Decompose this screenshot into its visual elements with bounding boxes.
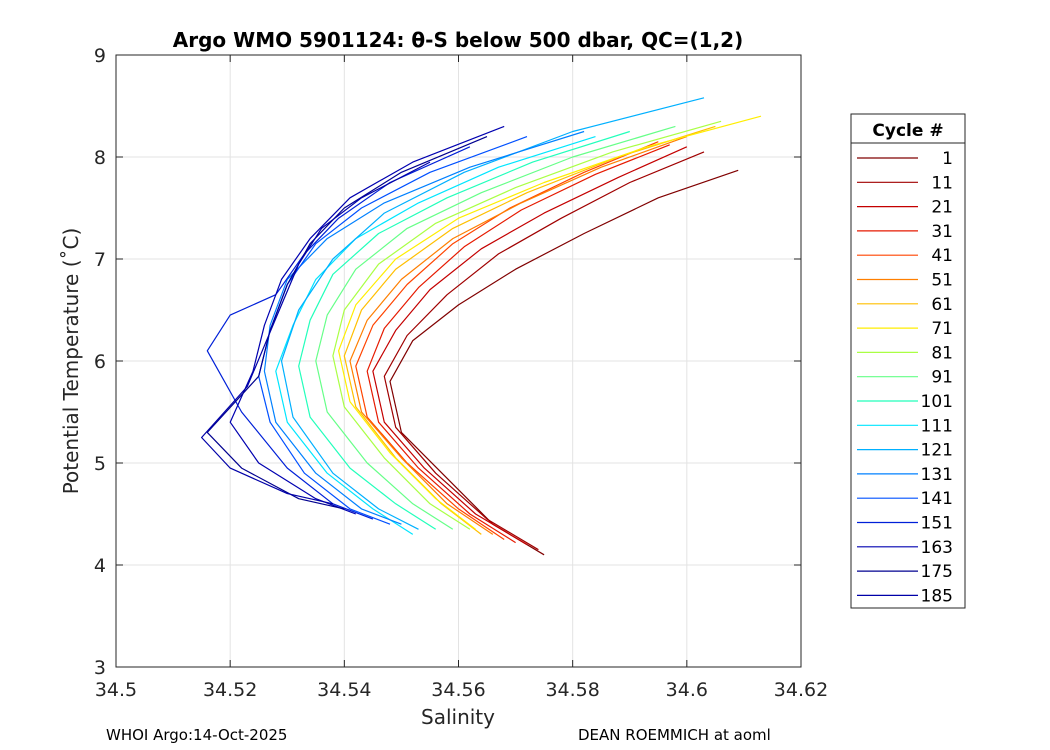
legend-entry-41: 41 (857, 246, 953, 266)
y-tick-label: 9 (94, 45, 106, 67)
legend-entry-111: 111 (857, 416, 953, 436)
chart-title: Argo WMO 5901124: θ-S below 500 dbar, QC… (173, 28, 743, 52)
legend-label: 121 (921, 441, 953, 461)
legend-label: 101 (921, 392, 953, 412)
legend-label: 163 (921, 538, 953, 558)
y-tick-label: 7 (94, 249, 106, 271)
y-tick-label: 5 (94, 453, 106, 475)
legend-entry-175: 175 (857, 562, 953, 582)
x-tick-labels: 34.5 34.52 34.54 34.56 34.58 34.6 34.62 (95, 679, 828, 701)
legend-entry-11: 11 (857, 173, 953, 193)
series-line-cycle-81 (332, 120, 722, 530)
axis-ticks (115, 54, 802, 668)
legend-box (850, 113, 966, 609)
series-layer (201, 97, 762, 556)
legend-label: 151 (921, 514, 953, 534)
legend-label: 21 (931, 198, 953, 218)
x-tick-label: 34.56 (431, 679, 485, 701)
x-tick-label: 34.6 (666, 679, 708, 701)
series-line-cycle-41 (355, 141, 659, 540)
series-line-cycle-71 (338, 115, 762, 530)
legend-label: 91 (931, 368, 953, 388)
legend-entries: 1112131415161718191101111121131141151163… (857, 149, 953, 606)
x-tick-label: 34.52 (203, 679, 257, 701)
legend-label: 31 (931, 222, 953, 242)
legend-entry-141: 141 (857, 489, 953, 509)
series-line-cycle-31 (366, 144, 670, 544)
series-line-cycle-101 (298, 130, 630, 530)
legend-label: 111 (921, 416, 953, 436)
series-line-cycle-151 (206, 146, 471, 520)
x-tick-label: 34.62 (774, 679, 828, 701)
legend-label: 141 (921, 489, 953, 509)
series-line-cycle-11 (383, 151, 705, 551)
legend-entry-51: 51 (857, 271, 953, 291)
series-line-cycle-51 (349, 136, 688, 535)
legend-label: 11 (931, 173, 953, 193)
series-line-cycle-185 (201, 161, 431, 505)
y-axis-label: Potential Temperature (˚C) (59, 228, 83, 495)
footer-credit: WHOI Argo:14-Oct-2025 (106, 726, 288, 744)
legend-entry-121: 121 (857, 441, 953, 461)
y-tick-label: 6 (94, 351, 106, 373)
legend-label: 175 (921, 562, 953, 582)
legend-label: 1 (942, 149, 953, 169)
legend-entry-163: 163 (857, 538, 953, 558)
x-axis-label: Salinity (421, 705, 495, 729)
legend-label: 131 (921, 465, 953, 485)
series-line-cycle-21 (372, 146, 688, 546)
legend-entry-131: 131 (857, 465, 953, 485)
series-line-cycle-1 (389, 169, 739, 556)
legend-entry-71: 71 (857, 319, 953, 339)
series-line-cycle-91 (315, 125, 676, 530)
series-line-cycle-131 (263, 130, 585, 525)
y-tick-label: 3 (94, 657, 106, 679)
y-tick-labels: 3 4 5 6 7 8 9 (94, 45, 106, 679)
legend-entry-185: 185 (857, 586, 953, 606)
y-tick-label: 8 (94, 147, 106, 169)
legend-entry-21: 21 (857, 198, 953, 218)
x-tick-label: 34.54 (317, 679, 371, 701)
x-tick-label: 34.58 (545, 679, 599, 701)
legend-label: 61 (931, 295, 953, 315)
x-tick-label: 34.5 (95, 679, 137, 701)
legend-entry-31: 31 (857, 222, 953, 242)
legend: Cycle # 11121314151617181911011111211311… (850, 113, 966, 609)
legend-entry-81: 81 (857, 343, 953, 363)
y-tick-label: 4 (94, 555, 106, 577)
legend-title: Cycle # (872, 121, 943, 141)
legend-label: 41 (931, 246, 953, 266)
legend-label: 71 (931, 319, 953, 339)
series-line-cycle-175 (206, 136, 488, 510)
legend-entry-101: 101 (857, 392, 953, 412)
legend-entry-151: 151 (857, 514, 953, 534)
legend-label: 185 (921, 586, 953, 606)
footer-pi: DEAN ROEMMICH at aoml (578, 726, 771, 744)
legend-label: 81 (931, 343, 953, 363)
legend-entry-91: 91 (857, 368, 953, 388)
legend-entry-1: 1 (857, 149, 953, 169)
series-line-cycle-121 (280, 97, 705, 530)
legend-label: 51 (931, 271, 953, 291)
legend-entry-61: 61 (857, 295, 953, 315)
series-line-cycle-163 (229, 125, 505, 515)
